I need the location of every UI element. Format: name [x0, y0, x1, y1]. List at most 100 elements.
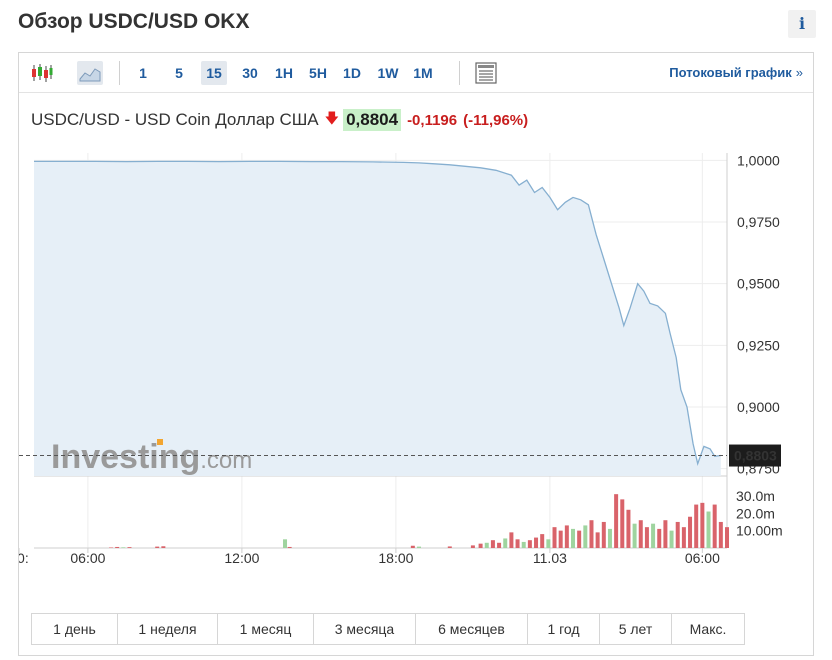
volume-bar — [571, 528, 575, 548]
current-price-marker: 0,8803 — [19, 444, 781, 467]
volume-bar — [287, 546, 292, 548]
volume-bar — [115, 546, 120, 548]
range-1-day[interactable]: 1 день — [32, 614, 118, 644]
x-tick-label: 12:00 — [224, 550, 259, 566]
volume-tick-label: 10.00m — [736, 523, 783, 539]
stream-chart-link[interactable]: Потоковый график» — [669, 65, 803, 80]
candlestick-icon[interactable] — [29, 61, 55, 85]
timeframe-1[interactable]: 1 — [139, 65, 147, 81]
volume-bar — [447, 546, 452, 548]
last-price: 0,8804 — [343, 109, 402, 131]
quote-line: USDC/USD - USD Coin Доллар США 🡇 0,8804 … — [31, 108, 528, 132]
price-line — [34, 160, 721, 466]
range-selector: 1 день 1 неделя 1 месяц 3 месяца 6 месяц… — [31, 613, 745, 645]
volume-bar — [558, 530, 563, 548]
volume-bar — [127, 547, 132, 548]
volume-bar — [478, 543, 483, 548]
volume-bar — [410, 545, 415, 548]
toolbar-separator — [119, 61, 120, 85]
volume-bar — [694, 504, 699, 548]
volume-bar — [583, 525, 588, 548]
volume-bar — [725, 527, 729, 548]
volume-bar — [607, 528, 612, 548]
volume-bar — [490, 540, 495, 548]
range-3-months[interactable]: 3 месяца — [314, 614, 416, 644]
volume-bar — [657, 528, 662, 548]
volume-bar — [484, 542, 489, 548]
volume-bar — [497, 542, 502, 548]
y-tick-label: 0,9750 — [737, 214, 780, 230]
volume-bar — [681, 527, 686, 548]
toolbar-separator — [459, 61, 460, 85]
price-change-percent: (-11,96%) — [463, 111, 529, 129]
price-area-fill — [34, 161, 721, 476]
volume-bar — [121, 547, 126, 548]
price-change: -0,1196 — [407, 111, 458, 129]
timeframe-1h[interactable]: 1H — [275, 65, 293, 81]
volume-bar — [109, 547, 113, 548]
volume-bar — [503, 538, 508, 548]
volume-bar — [614, 494, 619, 548]
y-tick-label: 0,9000 — [737, 399, 780, 415]
volume-bar — [546, 539, 551, 548]
volume-bar — [595, 532, 600, 548]
timeframe-1w[interactable]: 1W — [377, 65, 399, 81]
volume-bar — [620, 499, 625, 548]
range-6-months[interactable]: 6 месяцев — [416, 614, 528, 644]
volume-bar — [644, 527, 649, 548]
volume-bar — [632, 523, 637, 548]
timeframe-15[interactable]: 15 — [201, 61, 227, 85]
price-area — [34, 161, 721, 476]
range-max[interactable]: Макс. — [672, 614, 744, 644]
instrument-name: USDC/USD - USD Coin Доллар США — [31, 110, 319, 129]
area-chart-icon[interactable] — [77, 61, 103, 85]
volume-bar — [527, 540, 532, 548]
stream-chart-label: Потоковый график — [669, 65, 792, 80]
table-view-icon[interactable] — [473, 61, 499, 85]
volume-bar — [712, 504, 717, 548]
chevron-right-icon: » — [795, 65, 803, 80]
x-tick-label: 06:00 — [685, 550, 720, 566]
timeframe-5[interactable]: 5 — [175, 65, 183, 81]
volume-bar — [283, 539, 288, 548]
x-tick-label: 10: — [19, 550, 29, 566]
volume-tick-label: 30.0m — [736, 488, 775, 504]
volume-bar — [651, 523, 656, 548]
volume-bar — [688, 516, 693, 548]
range-1-month[interactable]: 1 месяц — [218, 614, 314, 644]
x-tick-label: 06:00 — [70, 550, 105, 566]
volume-bar — [675, 521, 680, 548]
volume-bar — [515, 539, 520, 548]
y-tick-label: 0,9500 — [737, 276, 780, 292]
volume-bar — [663, 520, 668, 548]
info-button[interactable]: i — [788, 10, 816, 38]
range-1-year[interactable]: 1 год — [528, 614, 600, 644]
timeframe-1m[interactable]: 1M — [413, 65, 433, 81]
volume-bar — [638, 520, 643, 548]
volume-bar — [669, 530, 674, 548]
y-axis: 1,00000,97500,95000,92500,90000,875030.0… — [736, 152, 783, 538]
arrow-down-icon: 🡇 — [324, 110, 340, 126]
timeframe-1d[interactable]: 1D — [343, 65, 361, 81]
volume-bar — [540, 534, 545, 548]
price-chart[interactable]: Investing.com 1,00000,97500,95000,92500,… — [19, 143, 813, 613]
volume-bar — [564, 525, 569, 548]
volume-bar — [718, 521, 723, 548]
timeframe-5h[interactable]: 5H — [309, 65, 327, 81]
current-price-box — [729, 444, 781, 467]
volume-bar — [534, 537, 539, 548]
x-tick-label: 18:00 — [378, 550, 413, 566]
timeframe-30[interactable]: 30 — [242, 65, 258, 81]
current-price-label: 0,8803 — [734, 448, 777, 464]
volume-bar — [706, 511, 711, 548]
x-axis: 06:00 12:00 18:00 11.03 06:00 10: — [19, 548, 720, 566]
volume-bar — [155, 546, 160, 548]
watermark-dot — [157, 439, 163, 445]
price-line-path — [34, 160, 721, 466]
volume-bar — [470, 545, 475, 548]
range-1-week[interactable]: 1 неделя — [118, 614, 218, 644]
volume-bar — [601, 521, 606, 548]
page-title: Обзор USDC/USD OKX — [18, 10, 250, 33]
range-5-years[interactable]: 5 лет — [600, 614, 672, 644]
x-tick-label: 11.03 — [533, 550, 567, 566]
